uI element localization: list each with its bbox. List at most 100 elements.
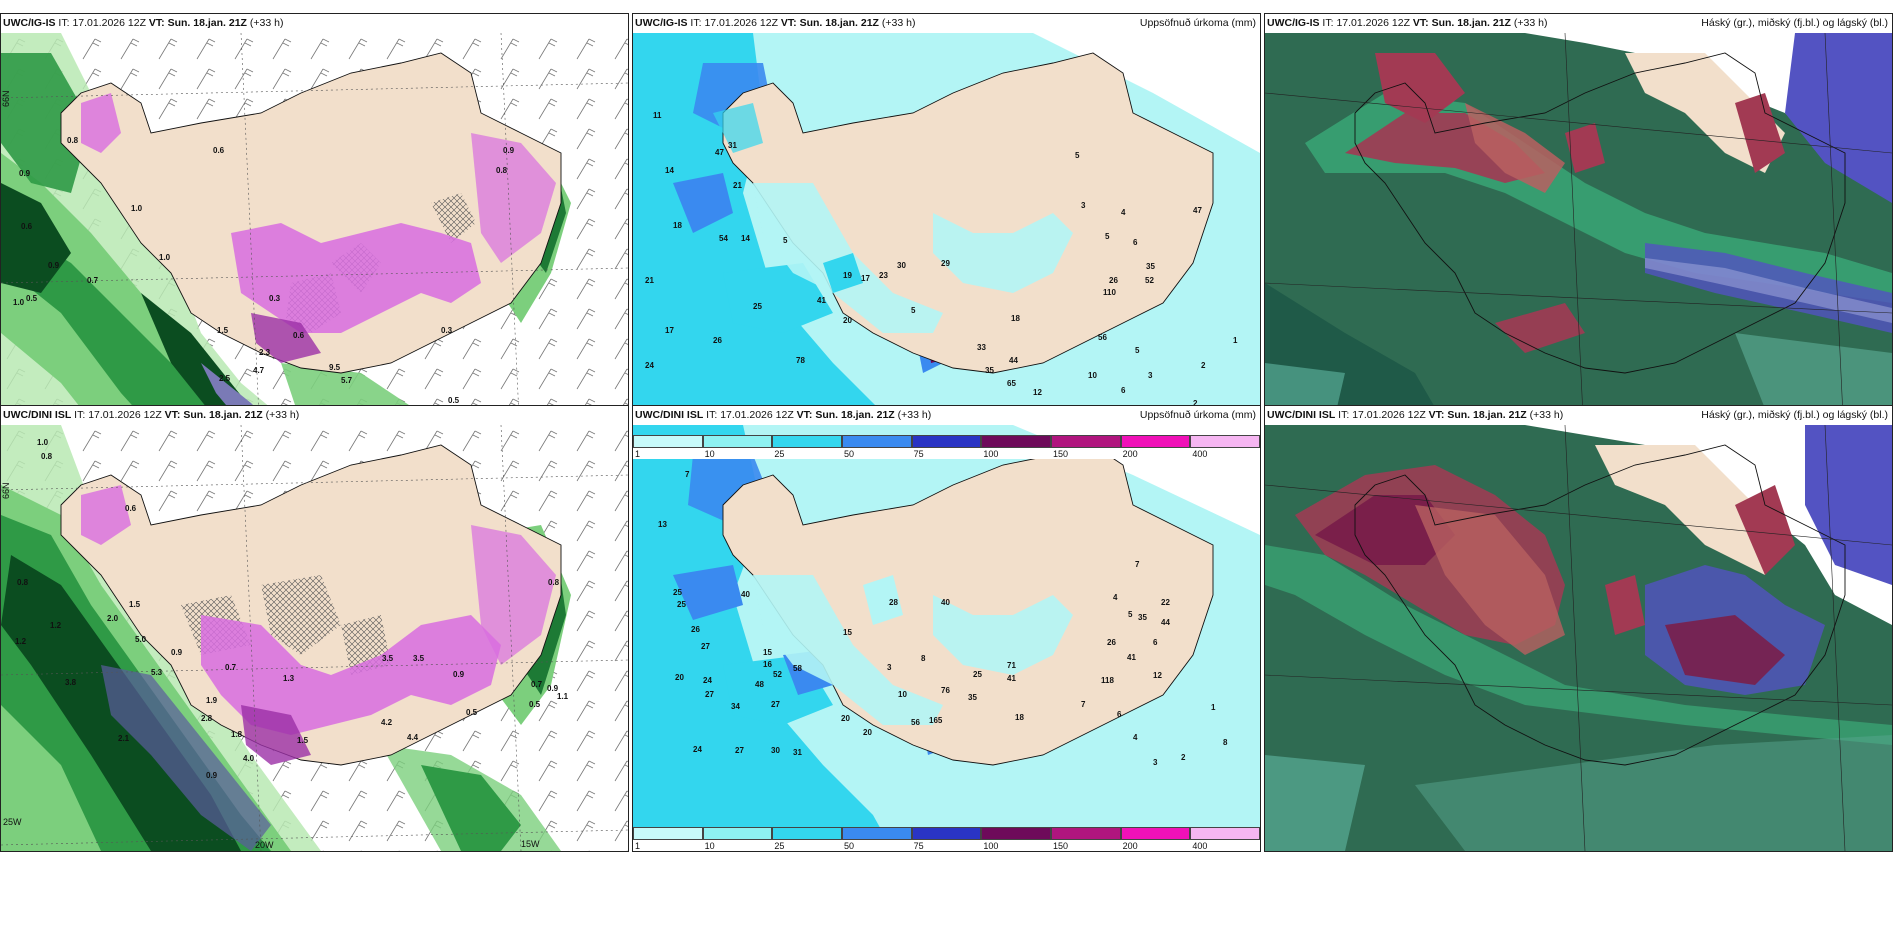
svg-text:35: 35 [985,366,994,375]
model-name: UWC/IG-IS [635,17,688,29]
svg-text:0.5: 0.5 [26,294,38,303]
svg-text:0.5: 0.5 [529,700,541,709]
lead-time: (+33 h) [265,409,300,421]
it-label: IT: [58,17,70,29]
legend-tick: 75 [913,841,924,851]
model-name: UWC/DINI ISL [1267,409,1336,421]
svg-text:54: 54 [719,234,728,243]
legend-tick: 25 [774,841,785,851]
svg-text:1.0: 1.0 [37,438,49,447]
svg-text:27: 27 [735,746,744,755]
svg-text:5.3: 5.3 [151,668,163,677]
svg-text:7: 7 [1081,700,1086,709]
legend-tick: 200 [1122,449,1138,459]
svg-text:0.5: 0.5 [448,396,460,405]
svg-text:47: 47 [715,148,724,157]
svg-text:41: 41 [1007,674,1016,683]
svg-text:56: 56 [1098,333,1107,342]
svg-text:0.8: 0.8 [496,166,508,175]
svg-text:2.0: 2.0 [107,614,119,623]
svg-text:41: 41 [1127,653,1136,662]
svg-text:5: 5 [911,306,916,315]
it-value: 17.01.2026 12Z [72,17,146,29]
svg-text:4.4: 4.4 [407,733,419,742]
svg-text:165: 165 [929,716,943,725]
svg-text:3: 3 [1148,371,1153,380]
panel-header: UWC/DINI ISL IT: 17.01.2026 12Z VT: Sun.… [1265,406,1892,425]
svg-text:21: 21 [733,181,742,190]
vt-label: VT: [1428,409,1445,421]
svg-text:2.8: 2.8 [201,714,213,723]
it-value: 17.01.2026 12Z [88,409,162,421]
legend-tick: 10 [704,841,715,851]
svg-text:1.0: 1.0 [159,253,171,262]
legend-tick: 25 [774,449,785,459]
svg-text:0.8: 0.8 [17,578,29,587]
legend-tick: 1 [635,841,641,851]
svg-text:12: 12 [1033,388,1042,397]
svg-text:24: 24 [703,676,712,685]
svg-text:1.9: 1.9 [206,696,218,705]
svg-text:0.8: 0.8 [41,452,53,461]
precip-value-labels: 1.00.80.6 1.20.82.0 5.01.50.9 0.73.81.9 … [15,438,569,780]
svg-text:13: 13 [658,520,667,529]
svg-text:0.9: 0.9 [48,261,60,270]
lat-label: 66N [1,482,11,499]
svg-text:2: 2 [1193,399,1198,408]
vt-label: VT: [164,409,181,421]
svg-text:0.3: 0.3 [441,326,453,335]
svg-text:12: 12 [1153,671,1162,680]
svg-text:1.5: 1.5 [129,600,141,609]
svg-text:0.9: 0.9 [453,670,465,679]
svg-text:4.0: 4.0 [243,754,255,763]
legend-swatch [1120,827,1191,840]
svg-text:4: 4 [1133,733,1138,742]
panel-wind-igis: UWC/IG-IS IT: 17.01.2026 12Z VT: Sun. 18… [0,13,629,460]
svg-text:2.5: 2.5 [219,374,231,383]
svg-text:44: 44 [1009,356,1018,365]
svg-text:6: 6 [1121,386,1126,395]
it-value: 17.01.2026 12Z [1352,409,1426,421]
legend-swatch [1190,435,1260,448]
svg-text:29: 29 [941,259,950,268]
svg-text:47: 47 [1193,206,1202,215]
vt-value: Sun. 18.jan. 21Z [799,17,879,29]
legend-swatch [911,827,982,840]
model-name: UWC/DINI ISL [3,409,72,421]
panel-cloud-igis: UWC/IG-IS IT: 17.01.2026 12Z VT: Sun. 18… [1264,13,1893,460]
it-value: 17.01.2026 12Z [720,409,794,421]
model-name: UWC/DINI ISL [635,409,704,421]
wind-precip-map: 0.90.60.5 2.60.90.8 0.61.04.7 9.55.70.5 … [1,33,628,459]
svg-text:31: 31 [793,748,802,757]
legend-swatch [842,827,912,840]
legend-swatch [702,827,773,840]
legend-swatch [1120,435,1191,448]
svg-text:27: 27 [701,642,710,651]
legend-tick: 400 [1192,841,1208,851]
svg-text:15: 15 [843,628,852,637]
legend-tick: 200 [1122,841,1138,851]
svg-text:24: 24 [645,361,654,370]
svg-text:27: 27 [705,690,714,699]
svg-text:3.5: 3.5 [413,654,425,663]
legend-swatch [1051,435,1121,448]
svg-text:0.6: 0.6 [125,504,137,513]
lat-label: 66N [1,90,11,107]
svg-text:0.6: 0.6 [293,331,305,340]
svg-text:3.5: 3.5 [382,654,394,663]
precip-legend: 1 10 25 50 75 100 150 200 400 [633,827,1260,851]
svg-text:1: 1 [1233,336,1238,345]
legend-tick: 100 [983,841,999,851]
svg-text:0.9: 0.9 [547,684,559,693]
svg-text:5: 5 [1105,232,1110,241]
svg-text:22: 22 [1161,598,1170,607]
panel-header: UWC/IG-IS IT: 17.01.2026 12Z VT: Sun. 18… [1265,14,1892,33]
panel-precip-dini: UWC/DINI ISL IT: 17.01.2026 12Z VT: Sun.… [632,405,1261,852]
svg-text:0.7: 0.7 [531,680,543,689]
svg-text:2: 2 [1201,361,1206,370]
panel-header: UWC/IG-IS IT: 17.01.2026 12Z VT: Sun. 18… [1,14,628,33]
svg-text:20: 20 [841,714,850,723]
it-label: IT: [690,17,702,29]
it-value: 17.01.2026 12Z [1336,17,1410,29]
legend-tick: 150 [1053,841,1069,851]
